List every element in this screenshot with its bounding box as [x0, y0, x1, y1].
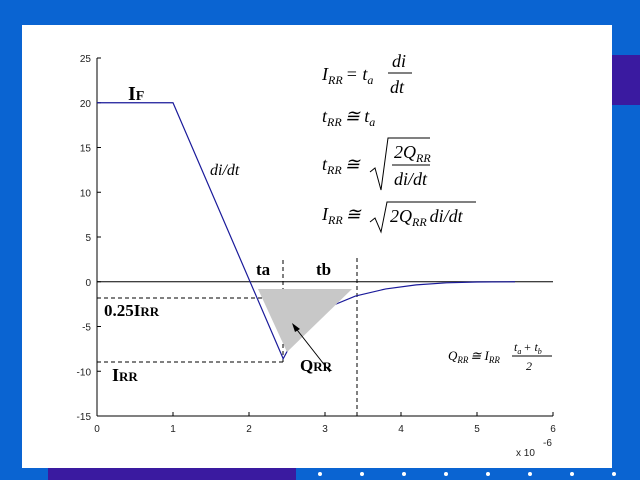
side-stripe [612, 55, 640, 105]
formula-3: tRR ≅ 2QRR di/dt [322, 137, 431, 191]
svg-text:IRR= ta: IRR = ta [321, 64, 373, 87]
formula-1: IRR = ta di dt [321, 51, 412, 97]
f: ≅ I [470, 348, 489, 363]
f: I [321, 204, 329, 224]
ta-label: ta [256, 260, 271, 279]
y-tick-label: 5 [85, 233, 91, 244]
svg-text:QRR≅ IRR: QRR ≅ IRR [448, 348, 500, 365]
quarter-irr-label: 0.25IRR [104, 301, 160, 320]
x-multiplier-exp: -6 [543, 438, 552, 449]
f: RR [456, 355, 468, 365]
irr-label: IRR [112, 365, 138, 385]
f: Q [448, 348, 458, 363]
qrr-area [258, 289, 352, 352]
f: b [538, 347, 542, 356]
f: I [321, 64, 329, 84]
y-tick-label: -10 [77, 367, 92, 378]
f: a [517, 347, 521, 356]
f: di [392, 51, 406, 71]
bottom-stripe [48, 468, 296, 480]
x-tick-label: 2 [246, 424, 252, 435]
svg-text:ta+ tb: ta + tb [514, 340, 542, 356]
formula-4: IRR ≅ 2QRR di/dt [321, 201, 476, 234]
formula-2: tRR ≅ ta [322, 106, 375, 129]
f: = t [346, 64, 369, 84]
x-tick-label: 6 [550, 424, 556, 435]
f: t [322, 154, 328, 174]
f: RR [327, 73, 343, 87]
f: a [367, 73, 373, 87]
x-tick-label: 5 [474, 424, 480, 435]
svg-text:2QRR: 2QRR [394, 142, 431, 165]
current-line [97, 102, 516, 361]
y-tick-label: 0 [85, 278, 91, 289]
svg-text:IRR≅: IRR ≅ [321, 204, 362, 227]
f: RR [415, 151, 431, 165]
x-tick-label: 3 [322, 424, 328, 435]
f: ≅ [345, 154, 361, 174]
qrr-arrow [293, 325, 331, 373]
panel [22, 25, 612, 468]
f: 2 [526, 359, 532, 373]
y-tick-label: 10 [80, 188, 92, 199]
y-tick-label: 25 [80, 54, 92, 65]
x-tick-label: 1 [170, 424, 176, 435]
x-tick-label: 4 [398, 424, 404, 435]
y-tick-label: 15 [80, 144, 92, 155]
f: di/dt [394, 169, 428, 189]
svg-text:tRR≅: tRR ≅ [322, 154, 361, 177]
sqrt [369, 137, 430, 191]
if-label: IF [128, 83, 144, 105]
arrow-head [292, 323, 300, 332]
f: RR [488, 355, 500, 365]
f: t [514, 340, 518, 354]
plot: 0 1 2 3 4 5 6 -15 -10 -5 0 5 10 15 20 25 [77, 54, 557, 435]
f: 2Q [394, 142, 416, 162]
f: di/dt [430, 206, 464, 226]
f: dt [390, 77, 405, 97]
tb-label: tb [316, 260, 331, 279]
didt-label: di/dt [210, 162, 240, 179]
y-tick-label: -15 [77, 412, 92, 423]
f: RR [411, 215, 427, 229]
qrr-label: QRR [300, 356, 333, 375]
f: + t [523, 340, 538, 354]
sqrt [369, 201, 476, 234]
f: 2Q [390, 206, 412, 226]
y-tick-label: 20 [80, 99, 92, 110]
f: RR [326, 163, 342, 177]
x-multiplier: x 10 [516, 448, 535, 459]
formula-5: QRR ≅ IRR ta + tb 2 [448, 340, 552, 373]
f: ≅ [346, 204, 362, 224]
x-tick-label: 0 [94, 424, 100, 435]
dots [318, 472, 616, 476]
f: RR [327, 213, 343, 227]
y-tick-label: -5 [82, 323, 91, 334]
